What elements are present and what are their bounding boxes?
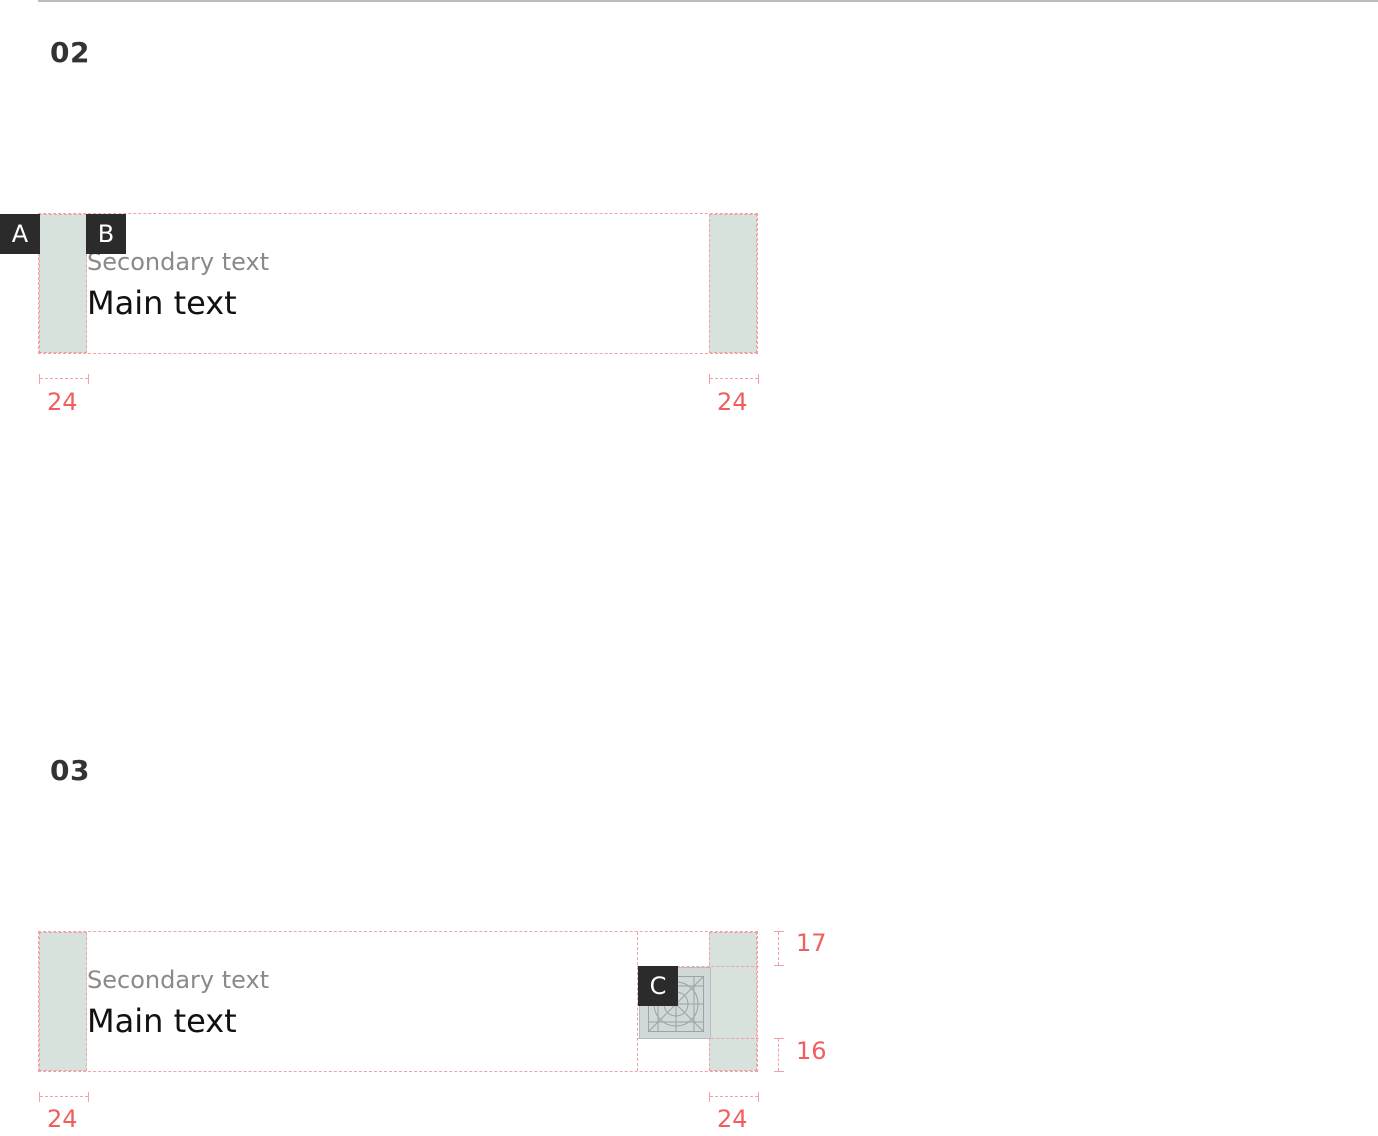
main-text: Main text bbox=[87, 1002, 237, 1040]
top-spacing-dimension-line bbox=[774, 931, 784, 966]
right-padding-dimension: 24 bbox=[717, 388, 748, 416]
section-number-02: 02 bbox=[50, 36, 90, 69]
top-divider bbox=[38, 0, 1378, 2]
main-text: Main text bbox=[87, 284, 237, 322]
right-padding-area bbox=[709, 214, 757, 353]
icon-slot bbox=[637, 932, 711, 1071]
right-padding-dimension-line bbox=[709, 1092, 759, 1102]
annotation-tag-a: A bbox=[0, 214, 40, 254]
icon-top-guide bbox=[637, 966, 759, 967]
list-item-spec-02: Secondary text Main text bbox=[38, 213, 758, 354]
right-padding-area bbox=[709, 932, 757, 1071]
left-padding-dimension-line bbox=[39, 1092, 89, 1102]
right-padding-dimension: 24 bbox=[717, 1105, 748, 1133]
left-padding-dimension: 24 bbox=[47, 1105, 78, 1133]
top-spacing-dimension: 17 bbox=[796, 929, 827, 957]
bottom-spacing-dimension-line bbox=[774, 1038, 784, 1072]
bottom-spacing-dimension: 16 bbox=[796, 1037, 827, 1065]
secondary-text: Secondary text bbox=[87, 966, 270, 994]
left-padding-area bbox=[39, 214, 87, 353]
left-padding-dimension-line bbox=[39, 374, 89, 384]
section-number-03: 03 bbox=[50, 754, 90, 787]
right-padding-dimension-line bbox=[709, 374, 759, 384]
left-padding-area bbox=[39, 932, 87, 1071]
annotation-tag-b: B bbox=[86, 214, 126, 254]
annotation-tag-c: C bbox=[638, 966, 678, 1006]
left-padding-dimension: 24 bbox=[47, 388, 78, 416]
